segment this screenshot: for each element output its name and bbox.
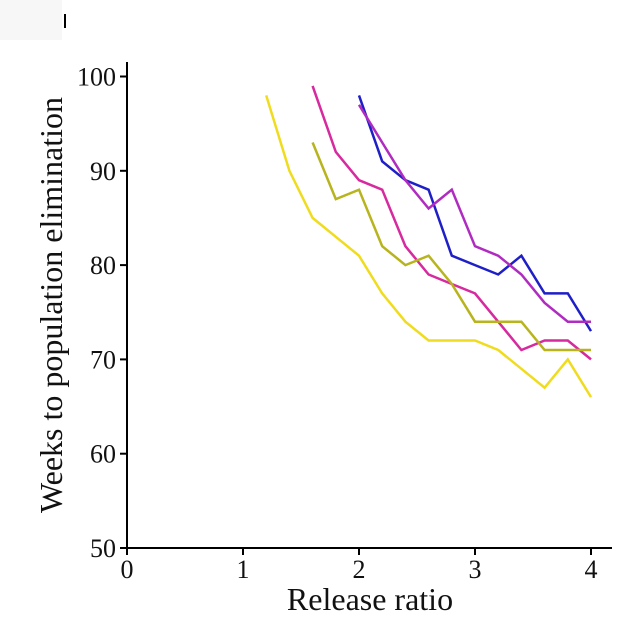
- series-line-4: [311, 142, 591, 352]
- x-tick-label: 1: [237, 555, 250, 584]
- x-tick-label: 2: [353, 555, 366, 584]
- ticks: 50 60 70 80 90 100 0 1 2 3 4: [77, 63, 598, 585]
- corner-mark: [64, 14, 66, 28]
- y-tick-label: 90: [90, 157, 116, 186]
- y-tick-label: 50: [90, 534, 116, 563]
- x-tick-label: 3: [469, 555, 482, 584]
- corner-panel: [0, 0, 62, 40]
- series-line-3: [311, 85, 592, 361]
- series-line-5: [265, 95, 593, 398]
- series-line-1: [357, 94, 593, 332]
- series-lines: [265, 85, 593, 398]
- y-tick-label: 80: [90, 251, 116, 280]
- x-tick-label: 0: [121, 555, 134, 584]
- series-line-2: [357, 104, 591, 323]
- x-tick-label: 4: [585, 555, 598, 584]
- y-tick-label: 100: [77, 63, 116, 92]
- y-tick-label: 70: [90, 345, 116, 374]
- y-axis-title: Weeks to population elimination: [33, 97, 69, 513]
- x-axis-title: Release ratio: [287, 581, 453, 617]
- y-tick-label: 60: [90, 440, 116, 469]
- axes: [126, 62, 612, 549]
